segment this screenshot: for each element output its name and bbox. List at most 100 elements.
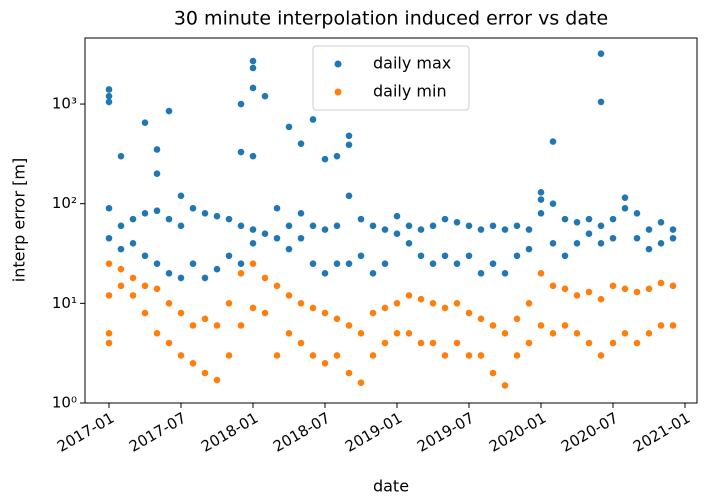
- data-point: [417, 252, 425, 260]
- data-point: [165, 300, 173, 307]
- data-point: [369, 270, 377, 277]
- data-point: [501, 270, 509, 277]
- data-point: [177, 192, 185, 200]
- data-point: [225, 300, 233, 307]
- data-point: [525, 245, 533, 253]
- x-tick-label: 2018-01: [198, 409, 261, 456]
- data-point: [165, 270, 173, 277]
- data-point: [357, 379, 365, 386]
- data-point: [321, 309, 329, 317]
- data-point: [129, 274, 137, 282]
- data-point: [273, 282, 281, 290]
- data-point: [201, 369, 209, 377]
- data-point: [165, 107, 173, 115]
- data-point: [297, 234, 305, 242]
- data-point: [237, 100, 245, 108]
- x-tick-label: 2017-07: [126, 409, 189, 456]
- data-point: [105, 339, 113, 347]
- data-point: [573, 219, 581, 226]
- data-point: [249, 152, 257, 160]
- data-point: [477, 270, 485, 277]
- data-point: [213, 376, 221, 384]
- data-point: [549, 330, 557, 337]
- data-point: [225, 215, 233, 223]
- data-point: [537, 270, 545, 277]
- data-point: [105, 98, 113, 106]
- data-point: [249, 304, 257, 312]
- data-point: [357, 215, 365, 223]
- data-point: [477, 315, 485, 323]
- data-point: [285, 123, 293, 131]
- data-point: [525, 300, 533, 307]
- data-point: [489, 322, 497, 329]
- data-point: [573, 292, 581, 299]
- data-point: [537, 196, 545, 203]
- data-point: [369, 352, 377, 359]
- data-point: [297, 300, 305, 307]
- data-point: [441, 304, 449, 312]
- data-point: [237, 322, 245, 329]
- data-point: [261, 230, 269, 237]
- data-point: [465, 222, 473, 230]
- data-point: [117, 152, 125, 160]
- data-point: [129, 292, 137, 299]
- data-point: [657, 240, 665, 247]
- data-point: [309, 116, 317, 123]
- data-point: [597, 50, 605, 58]
- x-tick-label: 2018-07: [270, 409, 333, 456]
- data-point: [333, 352, 341, 359]
- x-axis-label: date: [373, 477, 409, 496]
- data-point: [141, 252, 149, 260]
- data-point: [477, 352, 485, 359]
- data-point: [405, 222, 413, 230]
- data-point: [477, 226, 485, 233]
- data-point: [657, 322, 665, 329]
- data-point: [429, 260, 437, 267]
- data-point: [357, 252, 365, 260]
- data-point: [645, 245, 653, 253]
- data-point: [129, 240, 137, 247]
- data-point: [453, 300, 461, 307]
- data-point: [669, 234, 677, 242]
- data-point: [453, 260, 461, 267]
- data-point: [213, 212, 221, 220]
- data-point: [141, 282, 149, 290]
- data-point: [405, 330, 413, 337]
- data-point: [321, 155, 329, 163]
- data-point: [549, 240, 557, 247]
- data-point: [381, 339, 389, 347]
- data-point: [333, 260, 341, 267]
- data-point: [165, 215, 173, 223]
- data-point: [105, 330, 113, 337]
- data-point: [213, 265, 221, 273]
- data-point: [237, 270, 245, 277]
- legend-box: [312, 45, 470, 111]
- data-point: [405, 292, 413, 299]
- data-point: [597, 222, 605, 230]
- data-point: [573, 330, 581, 337]
- data-point: [525, 339, 533, 347]
- data-point: [609, 215, 617, 223]
- data-point: [417, 339, 425, 347]
- data-point: [609, 282, 617, 290]
- data-point: [345, 369, 353, 377]
- data-point: [285, 292, 293, 299]
- data-point: [501, 382, 509, 389]
- data-point: [441, 352, 449, 359]
- x-tick-label: 2020-01: [486, 409, 549, 456]
- data-point: [105, 92, 113, 100]
- data-point: [489, 222, 497, 230]
- data-point: [585, 288, 593, 296]
- data-point: [393, 330, 401, 337]
- data-point: [561, 215, 569, 223]
- data-point: [585, 339, 593, 347]
- data-point: [345, 260, 353, 267]
- data-point: [513, 315, 521, 323]
- data-point: [285, 245, 293, 253]
- data-point: [645, 330, 653, 337]
- data-point: [273, 204, 281, 212]
- data-point: [345, 322, 353, 329]
- y-tick-label: 10³: [52, 95, 77, 113]
- data-point: [429, 222, 437, 230]
- data-point: [381, 260, 389, 267]
